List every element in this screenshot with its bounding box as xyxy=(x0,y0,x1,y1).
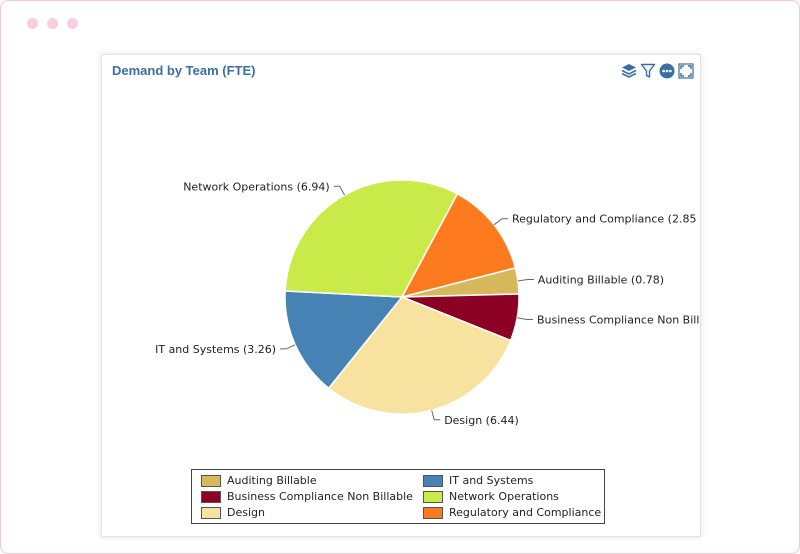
legend-item-network-operations[interactable]: Network Operations xyxy=(423,490,559,503)
legend-label: Business Compliance Non Billable xyxy=(227,490,413,503)
window-dot-1 xyxy=(27,18,38,29)
connector-network-operations xyxy=(333,185,346,196)
data-label-regulatory-and-compliance: Regulatory and Compliance (2.85 xyxy=(512,213,696,226)
chart-legend: Auditing Billable IT and Systems Business … xyxy=(191,469,605,524)
legend-label: Design xyxy=(227,506,265,519)
legend-label: Auditing Billable xyxy=(227,474,317,487)
legend-swatch xyxy=(423,474,443,487)
legend-item-auditing-billable[interactable]: Auditing Billable xyxy=(201,474,317,487)
data-label-network-operations: Network Operations (6.94) xyxy=(183,180,329,193)
pie-slice-network-operations[interactable] xyxy=(284,179,459,298)
legend-item-it-and-systems[interactable]: IT and Systems xyxy=(423,474,533,487)
pie-slice-design[interactable] xyxy=(327,296,512,415)
legend-item-design[interactable]: Design xyxy=(201,506,265,519)
legend-swatch xyxy=(423,506,443,519)
pie-wedges xyxy=(284,179,520,415)
more-icon[interactable] xyxy=(659,63,675,79)
connector-business-compliance-non-billable xyxy=(517,317,533,320)
connector-regulatory-and-compliance xyxy=(493,218,508,226)
legend-item-regulatory-and-compliance[interactable]: Regulatory and Compliance xyxy=(423,506,601,519)
legend-swatch xyxy=(201,490,221,503)
window-dot-2 xyxy=(47,18,58,29)
panel-toolbar xyxy=(621,62,694,80)
connector-auditing-billable xyxy=(517,279,534,282)
legend-label: IT and Systems xyxy=(449,474,534,487)
panel-title: Demand by Team (FTE) xyxy=(112,63,256,78)
legend-item-business-compliance-non-billable[interactable]: Business Compliance Non Billable xyxy=(201,490,413,503)
data-label-it-and-systems: IT and Systems (3.26) xyxy=(155,343,276,356)
legend-label: Regulatory and Compliance xyxy=(449,506,602,519)
legend-swatch xyxy=(201,506,221,519)
pie-labels: Auditing Billable (0.78) Business Complia… xyxy=(155,180,700,426)
pie-slice-it-and-systems[interactable] xyxy=(284,290,404,390)
data-label-design: Design (6.44) xyxy=(444,414,519,427)
expand-icon[interactable] xyxy=(678,63,694,79)
data-label-auditing-billable: Auditing Billable (0.78) xyxy=(538,274,664,287)
connector-it-and-systems xyxy=(280,344,296,350)
legend-swatch xyxy=(201,474,221,487)
filter-icon[interactable] xyxy=(640,63,656,79)
pie-slice-regulatory-and-compliance[interactable] xyxy=(400,192,517,299)
legend-label: Network Operations xyxy=(449,490,559,503)
chart-panel: Demand by Team (FTE) xyxy=(101,54,701,537)
data-label-business-compliance-non-billable: Business Compliance Non Billable xyxy=(537,314,700,327)
pie-chart: Auditing Billable (0.78) Business Complia… xyxy=(155,179,700,427)
window-dot-3 xyxy=(67,18,78,29)
layers-icon[interactable] xyxy=(621,63,637,79)
legend-swatch xyxy=(423,490,443,503)
connector-design xyxy=(431,410,441,421)
